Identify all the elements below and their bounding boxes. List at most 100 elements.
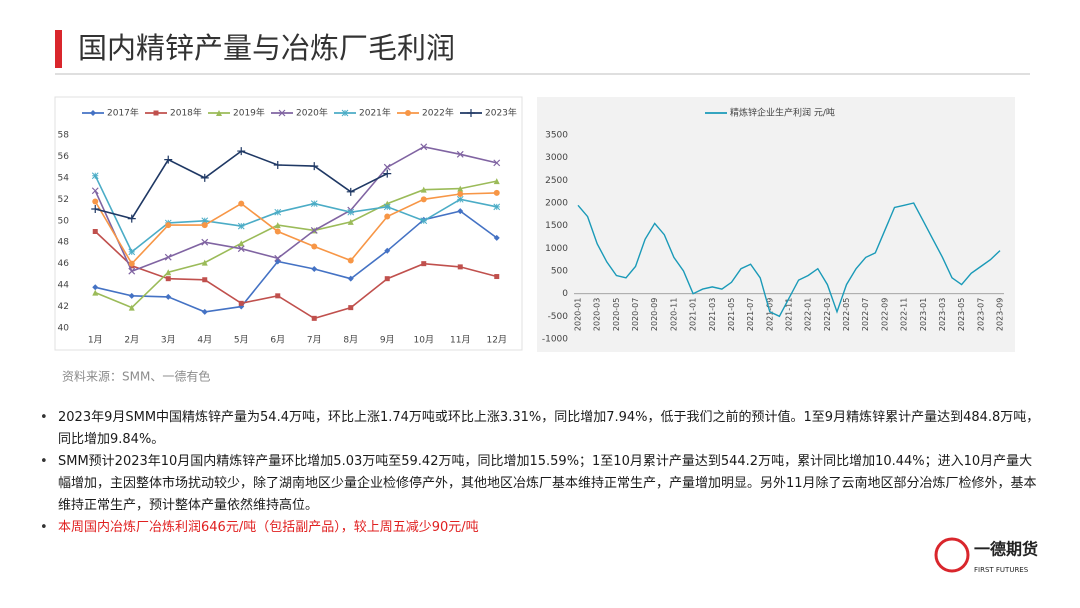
y-tick-label: -1000 <box>542 335 568 345</box>
marker <box>493 203 501 211</box>
marker <box>384 213 391 220</box>
marker <box>457 208 464 215</box>
marker <box>341 109 349 117</box>
marker <box>311 315 317 321</box>
x-tick-label: 11月 <box>450 335 470 346</box>
x-tick-label: 7月 <box>307 335 322 346</box>
x-tick-label: 2022-03 <box>823 298 832 331</box>
marker <box>457 185 464 192</box>
y-tick-label: 46 <box>58 259 70 269</box>
marker <box>128 267 136 275</box>
marker <box>165 222 172 229</box>
marker <box>238 240 245 247</box>
x-tick-label: 2020-05 <box>612 298 621 331</box>
y-tick-label: 50 <box>58 216 70 226</box>
logo-en: FIRST FUTURES <box>974 566 1029 574</box>
x-tick-label: 2021-07 <box>746 298 755 331</box>
chart-frame <box>54 96 523 351</box>
marker <box>311 266 318 273</box>
series-line <box>94 230 498 320</box>
legend-label: 2021年 <box>359 107 391 119</box>
marker <box>347 257 354 264</box>
source: 资料来源：SMM、一德有色 <box>62 369 210 384</box>
marker <box>467 109 475 117</box>
bullet: 本周国内冶炼厂冶炼利润646元/吨（包括副产品），较上周五减少90元/吨 <box>40 517 1040 539</box>
marker <box>165 293 172 300</box>
marker <box>238 300 244 306</box>
marker <box>92 229 98 234</box>
y-tick-label: 3000 <box>545 153 568 163</box>
y-tick-label: 40 <box>58 324 70 334</box>
y-tick-label: 2500 <box>545 176 568 186</box>
marker <box>202 277 208 283</box>
x-tick-label: 6月 <box>270 335 285 346</box>
x-tick-label: 2020-07 <box>631 298 640 331</box>
marker <box>128 292 135 299</box>
x-tick-label: 2023-07 <box>976 298 985 331</box>
legend-label: 2023年 <box>485 107 517 119</box>
x-tick-label: 2023-09 <box>996 298 1005 331</box>
marker <box>164 253 172 261</box>
x-tick-label: 2020-11 <box>669 298 678 331</box>
marker <box>128 260 135 267</box>
marker <box>347 208 355 216</box>
marker <box>493 189 500 196</box>
marker <box>384 247 391 254</box>
marker <box>128 248 136 256</box>
y-tick-label: 2000 <box>545 199 568 209</box>
series-line <box>94 175 497 254</box>
x-tick-label: 2022-05 <box>842 298 851 331</box>
marker <box>201 308 208 315</box>
marker <box>420 217 428 225</box>
x-tick-label: 2023-03 <box>938 298 947 331</box>
bullet: SMM预计2023年10月国内精炼锌产量环比增加5.03万吨至59.42万吨，同… <box>40 451 1040 517</box>
marker <box>91 187 99 195</box>
x-tick-label: 2023-01 <box>919 298 928 331</box>
y-tick-label: 44 <box>58 281 70 291</box>
x-tick-label: 8月 <box>343 335 358 346</box>
series-line <box>94 145 497 273</box>
x-tick-label: 3月 <box>161 335 176 346</box>
slide-title: 国内精锌产量与冶炼厂毛利润 <box>78 31 455 65</box>
series-line <box>94 192 497 266</box>
legend-label: 2017年 <box>107 107 139 119</box>
marker <box>383 163 391 171</box>
marker <box>310 162 319 171</box>
marker <box>384 276 390 282</box>
marker <box>405 110 411 116</box>
marker <box>201 217 209 225</box>
legend-label: 2019年 <box>233 107 265 119</box>
marker <box>153 110 159 116</box>
marker <box>237 245 245 253</box>
marker <box>92 289 99 296</box>
marker <box>347 218 354 225</box>
y-tick-label: 48 <box>58 238 70 248</box>
y-tick-label: 3500 <box>545 131 568 141</box>
series-line <box>95 210 498 313</box>
marker <box>275 293 281 299</box>
marker <box>237 147 246 156</box>
marker <box>274 208 282 216</box>
x-tick-label: 2022-11 <box>900 298 909 331</box>
marker <box>420 143 428 151</box>
title-bar <box>55 30 62 68</box>
legend-label: 2018年 <box>170 107 202 119</box>
legend-label: 精炼锌企业生产利润 元/吨 <box>730 107 835 119</box>
x-tick-label: 2022-01 <box>804 298 813 331</box>
x-tick-label: 1月 <box>88 335 103 346</box>
marker <box>237 222 245 230</box>
x-tick-label: 2023-05 <box>957 298 966 331</box>
x-tick-label: 2021-05 <box>727 298 736 331</box>
x-tick-label: 2022-09 <box>880 298 889 331</box>
x-tick-label: 2020-03 <box>593 298 602 331</box>
marker <box>420 186 427 193</box>
marker <box>92 198 99 205</box>
bullet-list: 2023年9月SMM中国精炼锌产量为54.4万吨，环比上涨1.74万吨或环比上涨… <box>40 407 1040 539</box>
marker <box>274 222 281 229</box>
marker <box>421 261 427 267</box>
marker <box>274 254 282 262</box>
marker <box>456 195 464 203</box>
y-tick-label: 42 <box>58 302 69 312</box>
marker <box>420 196 427 203</box>
